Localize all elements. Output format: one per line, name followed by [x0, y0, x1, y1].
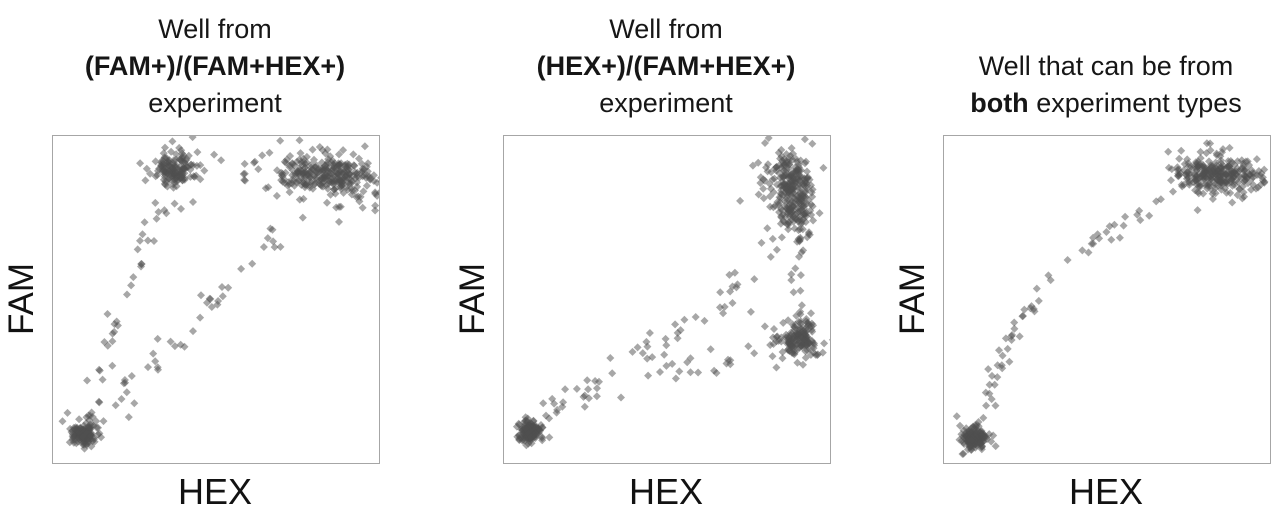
- title-segment: experiment: [148, 88, 282, 118]
- title-segment: both: [970, 88, 1029, 118]
- scatter-plot: [52, 135, 380, 464]
- title-line: (HEX+)/(FAM+HEX+): [537, 48, 796, 85]
- scatter-plot: [943, 135, 1271, 464]
- panel-title: Well from (FAM+)/(FAM+HEX+) experiment: [52, 0, 378, 122]
- title-segment: Well that can be from: [978, 51, 1234, 81]
- title-line: experiment: [148, 85, 282, 122]
- x-axis-label: HEX: [177, 471, 253, 512]
- scatter-panel-both-experiments: Well that can be from both experiment typ…: [891, 0, 1282, 519]
- panel-title: Well from (HEX+)/(FAM+HEX+) experiment: [503, 0, 829, 122]
- title-segment: Well from: [158, 14, 272, 44]
- panel-title: Well that can be from both experiment typ…: [943, 0, 1269, 122]
- scatter-plot: [503, 135, 831, 464]
- y-axis-label: FAM: [453, 262, 493, 335]
- y-axis-label-container: FAM: [453, 135, 493, 462]
- scatter-panel-hex-experiment: Well from (HEX+)/(FAM+HEX+) experiment FAM…: [451, 0, 881, 519]
- title-segment: experiment types: [1028, 88, 1242, 118]
- title-segment: Well from: [609, 14, 723, 44]
- y-axis-label: FAM: [893, 262, 933, 335]
- scatter-panel-fam-experiment: Well from (FAM+)/(FAM+HEX+) experiment FAM…: [0, 0, 430, 519]
- y-axis-label-container: FAM: [2, 135, 42, 462]
- title-line: Well from: [158, 11, 272, 48]
- title-line: Well that can be from: [979, 48, 1234, 85]
- title-segment: (HEX+)/(FAM+HEX+): [536, 51, 796, 81]
- scatter-points-layer: [952, 139, 1270, 458]
- scatter-points-layer: [512, 136, 830, 450]
- title-segment: (FAM+)/(FAM+HEX+): [84, 51, 346, 81]
- y-axis-label: FAM: [2, 262, 42, 335]
- x-axis-label: HEX: [1068, 471, 1144, 512]
- title-line: Well from: [609, 11, 723, 48]
- x-axis-label: HEX: [628, 471, 704, 512]
- title-segment: experiment: [599, 88, 733, 118]
- title-line: experiment: [599, 85, 733, 122]
- y-axis-label-container: FAM: [893, 135, 933, 462]
- scatter-points-layer: [58, 136, 379, 453]
- title-line: both experiment types: [970, 85, 1242, 122]
- title-line: (FAM+)/(FAM+HEX+): [85, 48, 345, 85]
